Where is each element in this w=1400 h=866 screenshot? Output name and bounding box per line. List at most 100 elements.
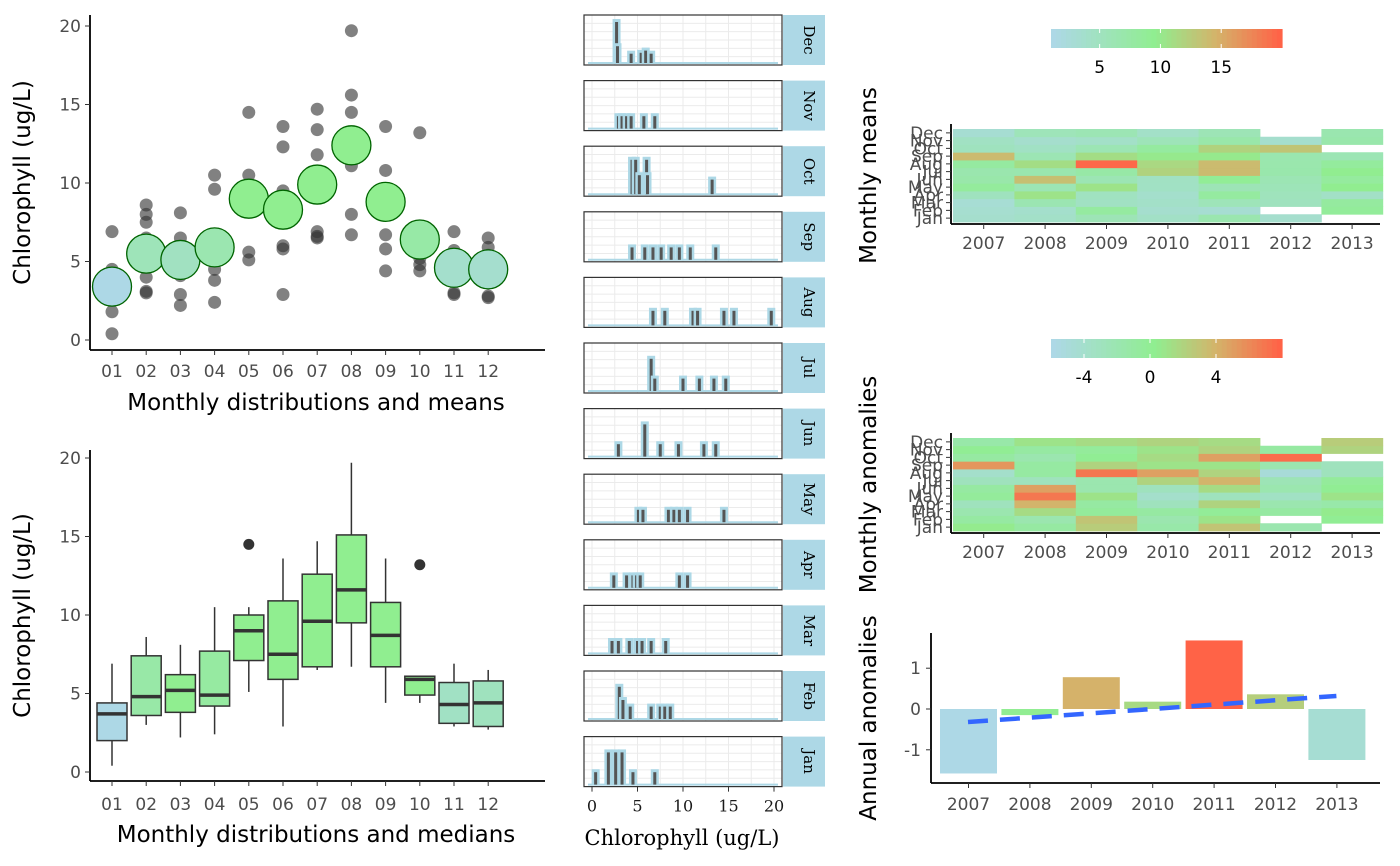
histogram-bar-core	[649, 53, 653, 63]
x-tick-label: 11	[443, 362, 465, 382]
heatmap-cell	[953, 167, 1015, 176]
heatmap-cell	[1075, 484, 1138, 493]
monthly-mean-point	[433, 247, 475, 288]
heatmap-cell	[1075, 492, 1138, 501]
observation-point	[344, 88, 358, 102]
heatmap-cell	[1198, 515, 1261, 524]
heatmap-cell	[1014, 191, 1077, 200]
colorbar-segment	[1196, 29, 1203, 48]
heatmap-cell	[1260, 152, 1322, 161]
x-tick-label: 03	[170, 362, 192, 382]
heatmap-cell	[1014, 183, 1077, 192]
colorbar-label: -4	[1076, 368, 1093, 388]
heatmap-cell	[1137, 167, 1199, 176]
observation-point	[208, 295, 222, 309]
strip-label: Apr	[800, 550, 818, 579]
heatmap-cell	[953, 500, 1015, 509]
colorbar-segment	[1161, 29, 1168, 48]
x-tick-label: 2013	[1330, 543, 1373, 563]
histogram-bar-core	[696, 310, 700, 326]
histogram-bar-core	[722, 310, 726, 326]
histogram-bar-core	[677, 509, 681, 523]
heatmap-cell	[1137, 152, 1199, 161]
x-tick-label: 5	[632, 797, 642, 816]
histogram-bar-core	[606, 752, 610, 785]
heatmap-cell	[1260, 144, 1322, 153]
heatmap-cell	[953, 469, 1015, 478]
x-axis-title: Monthly distributions and medians	[117, 822, 516, 848]
colorbar-segment	[1066, 29, 1072, 48]
heatmap-cell	[953, 136, 1015, 145]
heatmap-cell	[1260, 484, 1322, 493]
panel-border	[583, 14, 783, 66]
histogram-bar-core	[644, 50, 648, 63]
heatmap-cell	[953, 160, 1015, 169]
panel-border	[583, 211, 783, 263]
colorbar-segment	[1251, 339, 1258, 358]
panel-border	[583, 408, 783, 460]
panel-border	[583, 473, 783, 525]
heatmap-cell	[1014, 500, 1077, 509]
strip-background	[783, 343, 825, 393]
heatmap-cell	[1321, 500, 1384, 509]
heatmap-cell	[1137, 500, 1199, 509]
heatmap-cell	[1014, 507, 1077, 516]
panel-border	[583, 79, 783, 132]
colorbar-segment	[1161, 339, 1168, 358]
x-tick-label: 07	[306, 795, 328, 815]
colorbar-segment	[1116, 339, 1122, 358]
colorbar-segment	[1261, 29, 1268, 48]
x-tick-label: 08	[341, 795, 363, 815]
histogram-bar-core	[677, 575, 681, 588]
y-tick-label: 5	[70, 685, 81, 705]
histogram-panel-mar: Mar	[583, 604, 825, 657]
colorbar-segment	[1091, 339, 1097, 358]
colorbar-segment	[1156, 339, 1163, 358]
strip-label: Feb	[800, 682, 818, 710]
heatmap-cell	[1198, 438, 1261, 447]
colorbar-label: 0	[1145, 368, 1156, 388]
observation-point	[139, 198, 153, 212]
heatmap-cell	[1321, 191, 1384, 200]
heatmap-cell	[1014, 476, 1077, 485]
colorbar-segment	[1261, 339, 1268, 358]
colorbar-segment	[1241, 339, 1248, 358]
x-tick-label: 01	[101, 362, 123, 382]
heatmap-cell	[1075, 136, 1138, 145]
heatmap-cell	[953, 214, 1015, 223]
x-tick-label: 2009	[1085, 543, 1128, 563]
heatmap-cell	[1198, 136, 1261, 145]
heatmap-cell	[1137, 507, 1199, 516]
histogram-panels: Dec Nov Oct Sep Aug Jul Jun May Apr Mar Feb Jan 0 5 10…	[583, 14, 825, 850]
monthly-mean-point	[365, 181, 406, 222]
heatmap-cell	[1260, 183, 1322, 192]
x-tick-label: 05	[238, 795, 260, 815]
heatmap-cell	[1137, 214, 1199, 223]
heatmap-cell	[1137, 198, 1199, 207]
strip-background	[783, 211, 825, 262]
heatmap-cell	[1198, 144, 1261, 153]
observation-point	[173, 206, 187, 220]
x-tick-label: 2008	[1023, 543, 1066, 563]
histogram-bar-core	[681, 378, 685, 391]
heatmap-cell	[1014, 445, 1077, 454]
histogram-bar-core	[691, 310, 695, 326]
colorbar-label: 10	[1150, 58, 1172, 78]
heatmap-cell	[1014, 438, 1077, 447]
heatmap-cell	[1075, 476, 1138, 485]
strip-background	[783, 671, 825, 721]
observation-point	[310, 148, 324, 162]
strip-label: Oct	[800, 158, 818, 185]
strip-label: Jul	[800, 356, 818, 379]
heatmap-cell	[1014, 461, 1077, 470]
heatmap-cell	[1260, 160, 1322, 169]
histogram-bar-core	[646, 175, 650, 195]
x-tick-label: 2008	[1008, 795, 1051, 815]
histogram-bar-core	[653, 772, 657, 785]
panel-border	[583, 276, 783, 328]
histogram-panel-may: May	[583, 473, 825, 525]
heatmap-cell	[1014, 484, 1077, 493]
heatmap-cell	[1075, 523, 1138, 532]
colorbar-segment	[1076, 29, 1082, 48]
